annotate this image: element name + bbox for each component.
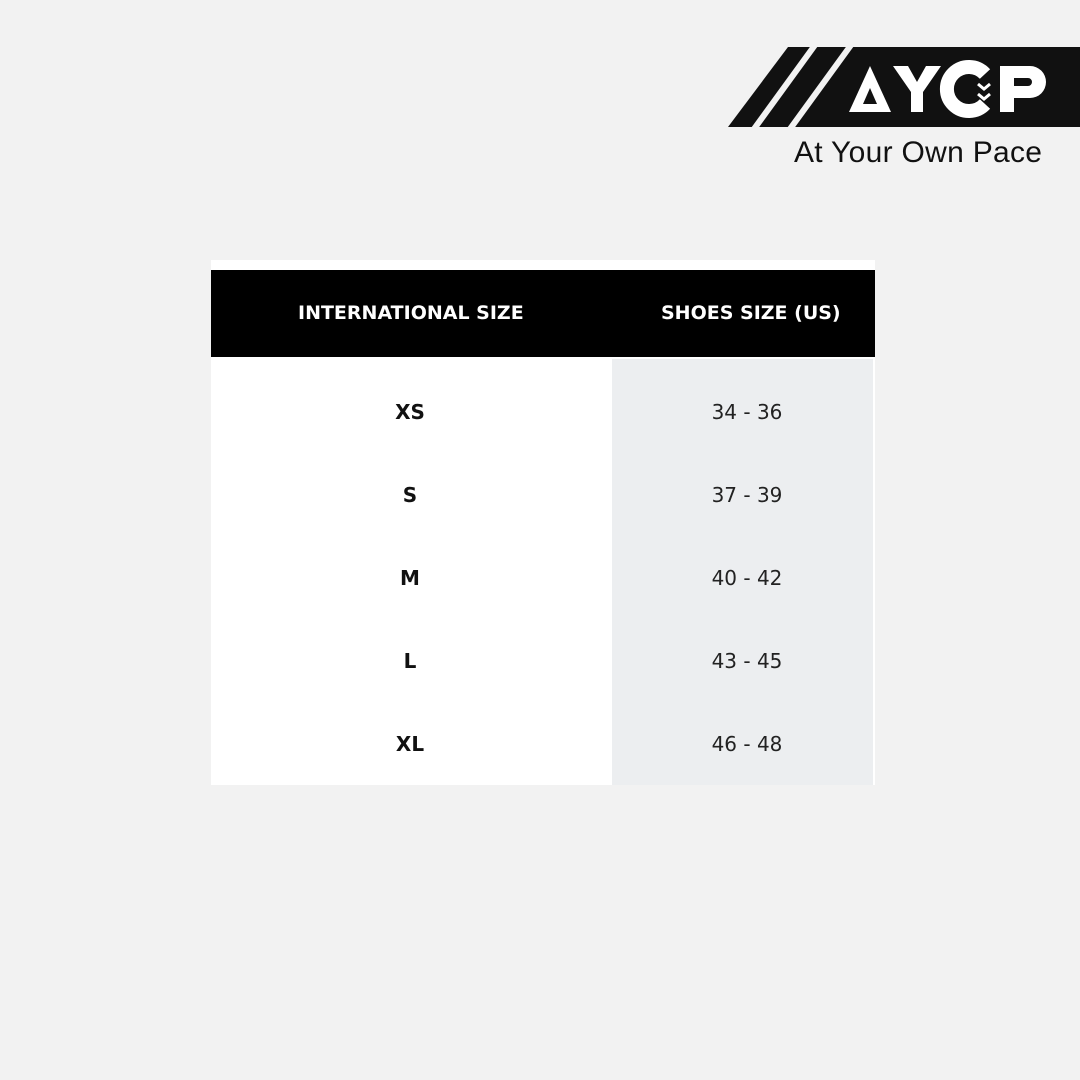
intl-size-cell: M — [400, 566, 420, 590]
header-shoes-size: SHOES SIZE (US) — [661, 302, 841, 324]
intl-size-cell: XL — [395, 732, 425, 756]
us-size-cell: 43 - 45 — [711, 649, 783, 673]
header-international-size: INTERNATIONAL SIZE — [298, 302, 524, 324]
table-row: XL 46 - 48 — [211, 702, 875, 785]
intl-size-cell: XS — [395, 400, 425, 424]
us-size-cell: 37 - 39 — [711, 483, 783, 507]
us-size-cell: 34 - 36 — [711, 400, 783, 424]
us-size-cell: 40 - 42 — [711, 566, 783, 590]
aycp-logo — [728, 43, 1080, 131]
table-row: S 37 - 39 — [211, 453, 875, 536]
intl-size-cell: L — [403, 649, 417, 673]
intl-size-cell: S — [402, 483, 418, 507]
table-row: XS 34 - 36 — [211, 370, 875, 453]
size-chart-table: INTERNATIONAL SIZE SHOES SIZE (US) XS 34… — [211, 260, 875, 785]
shoes-size-column-background — [612, 359, 873, 785]
us-size-cell: 46 - 48 — [711, 732, 783, 756]
table-row: M 40 - 42 — [211, 536, 875, 619]
table-header: INTERNATIONAL SIZE SHOES SIZE (US) — [211, 270, 875, 357]
brand-tagline: At Your Own Pace — [794, 136, 1043, 169]
table-row: L 43 - 45 — [211, 619, 875, 702]
